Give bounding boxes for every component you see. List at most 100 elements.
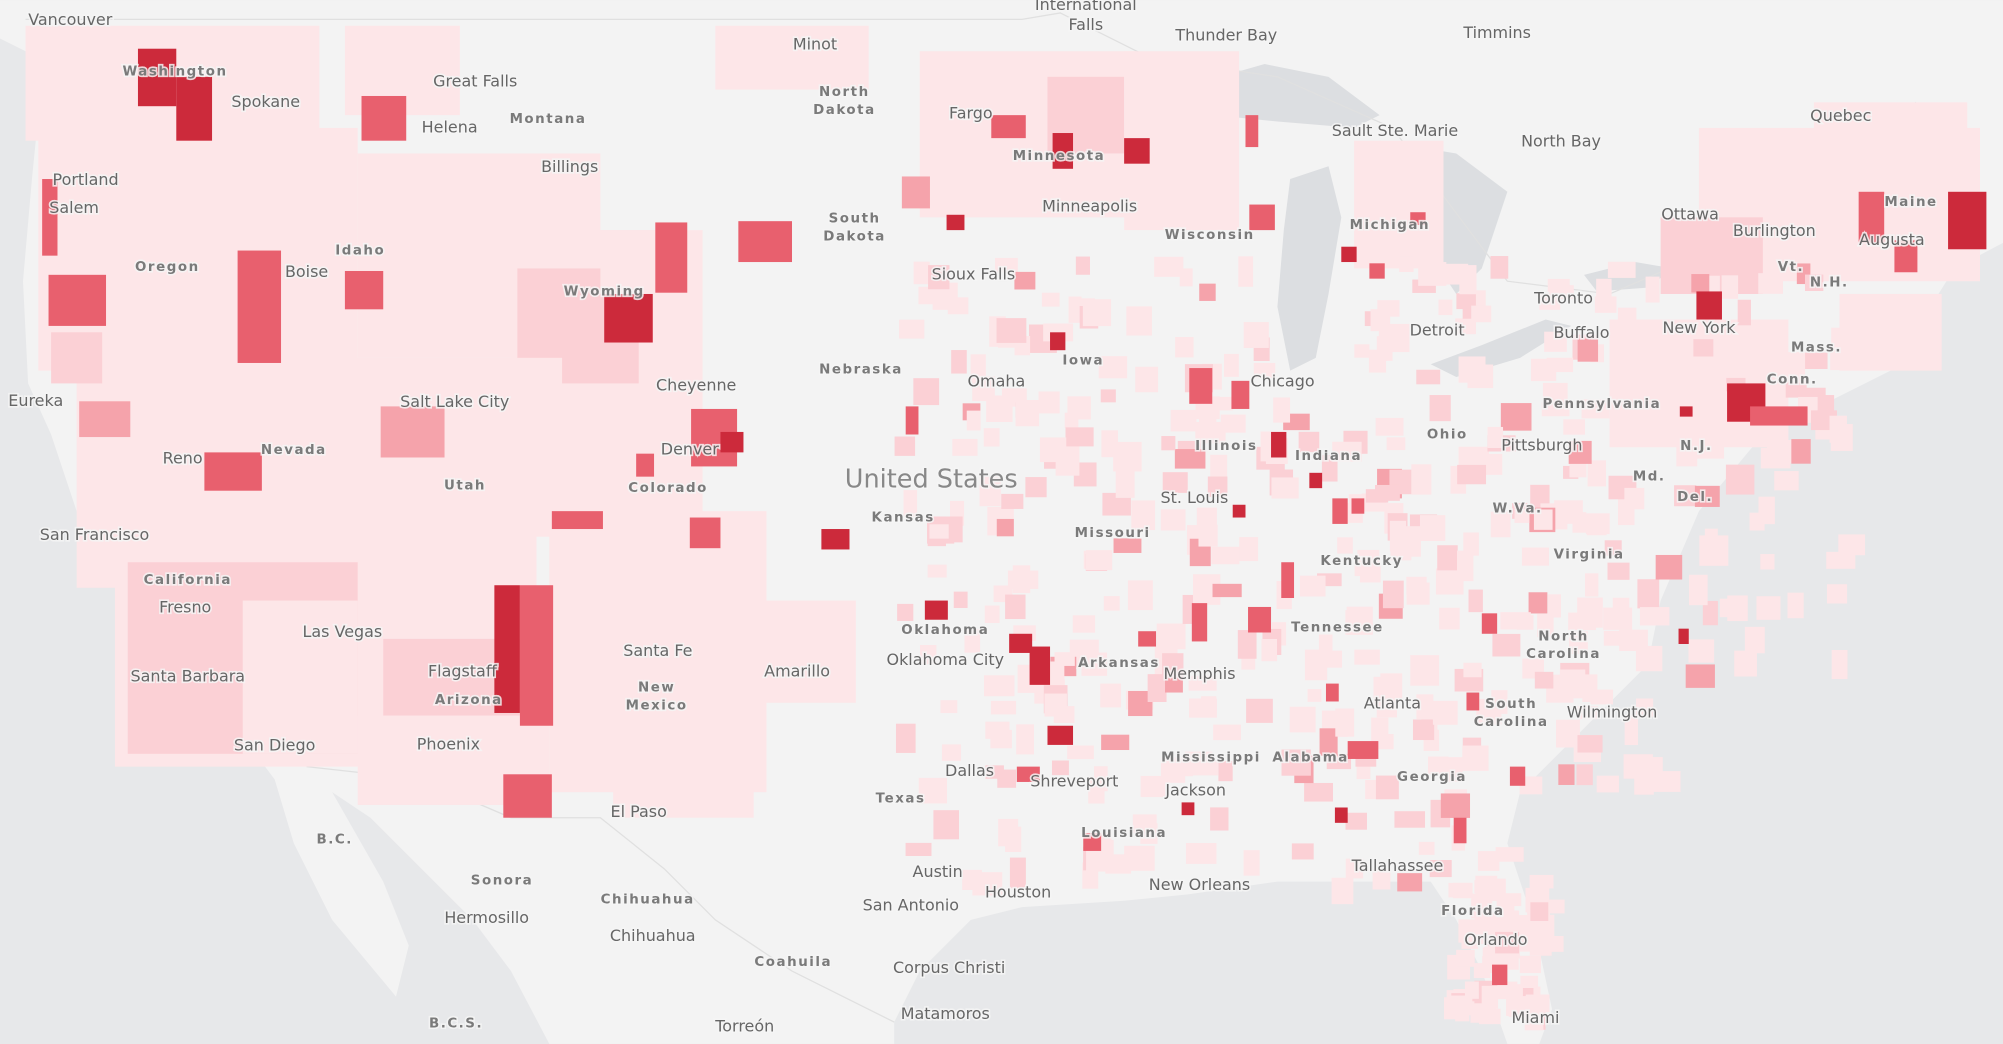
county (1191, 603, 1208, 642)
place-label: Eureka (8, 391, 63, 410)
county (1370, 309, 1391, 332)
county (1529, 874, 1554, 889)
county (1416, 369, 1441, 385)
county (1519, 776, 1543, 795)
county (1281, 749, 1311, 776)
county (1147, 674, 1167, 702)
place-label: Iowa (1062, 353, 1104, 368)
county (361, 95, 407, 141)
place-label: Santa Barbara (130, 667, 245, 686)
county (1210, 454, 1228, 483)
place-label: Carolina (1474, 715, 1549, 730)
county (1127, 580, 1153, 611)
county (984, 605, 1000, 623)
place-label: Kentucky (1320, 554, 1403, 569)
county (1126, 306, 1152, 336)
county (1005, 594, 1026, 620)
county (1199, 283, 1216, 301)
county (1685, 664, 1715, 688)
place-label: Great Falls (433, 71, 517, 90)
county (1005, 826, 1022, 852)
county (970, 354, 986, 382)
county-region (613, 741, 754, 818)
county-region (753, 600, 856, 703)
county (1471, 305, 1492, 323)
county (1243, 850, 1260, 876)
place-label: Florida (1441, 904, 1505, 919)
county (1289, 706, 1316, 733)
county (1399, 256, 1414, 272)
place-label: New York (1662, 318, 1736, 337)
place-label: Arkansas (1078, 656, 1160, 671)
county (1016, 766, 1040, 782)
county (1495, 931, 1520, 954)
county (1689, 574, 1708, 606)
place-label: Nebraska (819, 362, 903, 377)
place-label: W.Va. (1492, 502, 1542, 517)
county (1500, 612, 1531, 630)
county (1440, 793, 1471, 818)
county (1490, 511, 1511, 538)
county (1492, 633, 1521, 657)
county (1563, 419, 1586, 435)
county (1429, 395, 1451, 422)
county (1195, 421, 1226, 444)
place-label: Mississippi (1161, 751, 1261, 766)
county (1248, 606, 1272, 633)
place-label: Timmins (1462, 23, 1531, 42)
county (1798, 352, 1828, 369)
county (897, 603, 914, 621)
county (1365, 489, 1389, 503)
county-region (1813, 102, 1968, 256)
county (1432, 700, 1458, 725)
place-label: Tennessee (1291, 620, 1384, 635)
county (237, 250, 282, 363)
county (1702, 600, 1718, 626)
county (1053, 706, 1075, 723)
county (899, 319, 925, 339)
place-label: Oklahoma City (887, 650, 1005, 669)
county (1623, 384, 1652, 409)
place-label: Pennsylvania (1543, 397, 1662, 412)
place-label: Wilmington (1567, 702, 1658, 721)
county (1052, 133, 1074, 169)
county (1639, 607, 1670, 626)
county (979, 476, 1001, 507)
county (962, 869, 982, 890)
county (1894, 240, 1918, 273)
place-label: Indiana (1295, 449, 1362, 464)
county (1207, 476, 1228, 497)
county (1462, 745, 1489, 771)
county (1162, 653, 1184, 678)
county (1161, 436, 1176, 451)
county (503, 774, 552, 818)
county (924, 600, 948, 620)
county (1771, 357, 1802, 382)
county (1394, 811, 1426, 828)
county-region (421, 255, 499, 333)
county (1525, 994, 1550, 1013)
county (1261, 639, 1278, 662)
county (1696, 291, 1722, 320)
county (1001, 493, 1024, 509)
place-label: California (144, 573, 232, 588)
place-label: Nevada (261, 443, 327, 458)
county (1572, 512, 1587, 533)
county (1039, 437, 1067, 463)
lake-michigan (1277, 166, 1342, 371)
county (1307, 689, 1322, 702)
place-label: Del. (1677, 490, 1713, 505)
county (494, 585, 520, 713)
county (1185, 843, 1217, 864)
county (1651, 771, 1681, 792)
county (1858, 191, 1885, 243)
place-label: North (1538, 629, 1589, 644)
county (1162, 472, 1188, 493)
county (1132, 814, 1157, 834)
county (1558, 764, 1575, 785)
county (1246, 698, 1273, 723)
county (1419, 515, 1446, 542)
county (1067, 745, 1094, 760)
county (1708, 357, 1722, 374)
county (1238, 256, 1254, 287)
